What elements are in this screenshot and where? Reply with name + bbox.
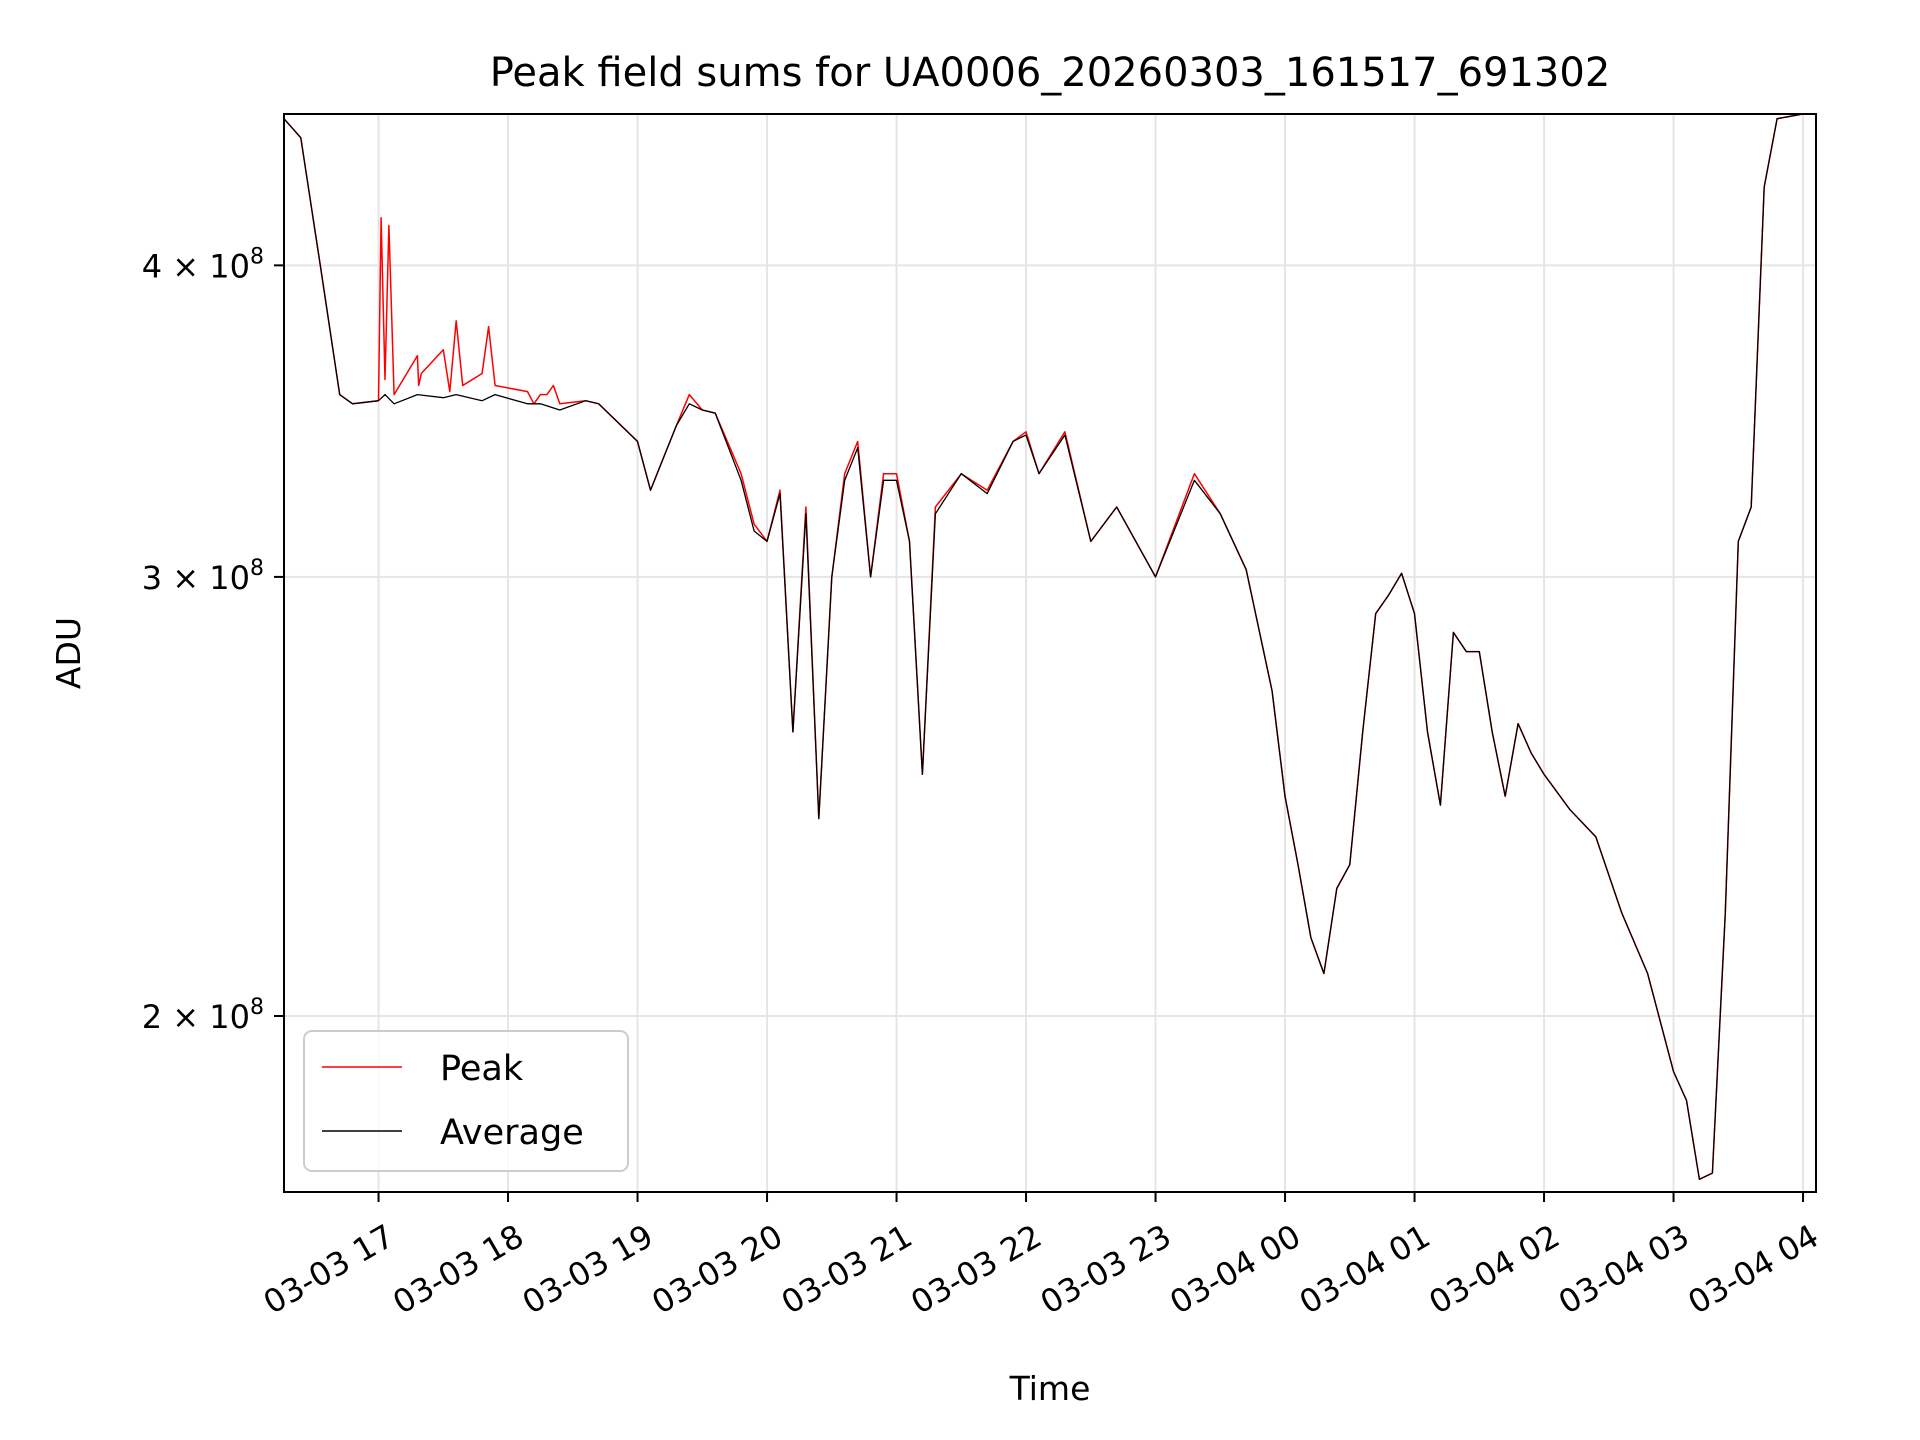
grid: [284, 114, 1816, 1192]
y-tick-label: 4 × 108: [142, 244, 264, 285]
plot-frame: [283, 113, 1817, 1193]
legend-box: [303, 1030, 629, 1172]
y-tick-label: 2 × 108: [142, 995, 264, 1036]
chart-title: Peak field sums for UA0006_20260303_1615…: [490, 50, 1611, 96]
legend: Peak Average: [303, 1030, 629, 1172]
y-axis-label: ADU: [49, 617, 88, 689]
legend-label-peak: Peak: [440, 1049, 524, 1089]
series-layer: [283, 113, 1816, 1181]
legend-label-average: Average: [440, 1113, 584, 1153]
y-axis: 2 × 108 3 × 108 4 × 108: [142, 244, 284, 1036]
x-axis-label: Time: [1009, 1369, 1091, 1408]
series-line-average: [283, 113, 1816, 1180]
y-tick-label: 3 × 108: [142, 556, 264, 597]
